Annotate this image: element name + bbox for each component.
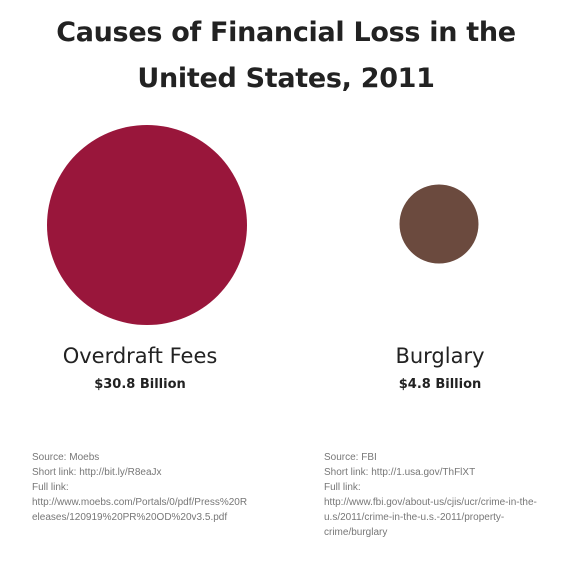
chart-title-line-1: Causes of Financial Loss in the <box>56 17 516 48</box>
source-short-link[interactable]: Short link: http://bit.ly/R8eaJx <box>32 467 162 478</box>
value-label-overdraft-fees: $30.8 Billion <box>94 377 186 392</box>
source-name: Source: Moebs <box>32 452 100 463</box>
source-name: Source: FBI <box>324 452 377 463</box>
chart-title: Causes of Financial Loss in the United S… <box>0 10 572 102</box>
category-label-burglary: Burglary <box>395 344 485 368</box>
source-full-link-label: Full link: <box>324 482 361 493</box>
source-full-link-label: Full link: <box>32 482 69 493</box>
source-full-link-line-2[interactable]: eleases/120919%20PR%20OD%20v3.5.pdf <box>32 512 228 523</box>
category-label-overdraft-fees: Overdraft Fees <box>62 344 218 368</box>
source-full-link-line-3[interactable]: crime/burglary <box>324 527 388 538</box>
source-note-moebs: Source: Moebs Short link: http://bit.ly/… <box>32 450 272 525</box>
source-short-link[interactable]: Short link: http://1.usa.gov/ThFlXT <box>324 467 476 478</box>
value-label-burglary: $4.8 Billion <box>398 377 482 392</box>
source-full-link-line-1[interactable]: http://www.fbi.gov/about-us/cjis/ucr/cri… <box>324 497 537 508</box>
source-note-fbi: Source: FBI Short link: http://1.usa.gov… <box>324 450 564 540</box>
bubble-overdraft-fees <box>47 125 247 325</box>
chart-title-line-2: United States, 2011 <box>137 63 435 94</box>
bubble-burglary <box>399 184 479 264</box>
source-full-link-line-2[interactable]: u.s/2011/crime-in-the-u.s.-2011/property… <box>324 512 505 523</box>
source-full-link-line-1[interactable]: http://www.moebs.com/Portals/0/pdf/Press… <box>32 497 248 508</box>
